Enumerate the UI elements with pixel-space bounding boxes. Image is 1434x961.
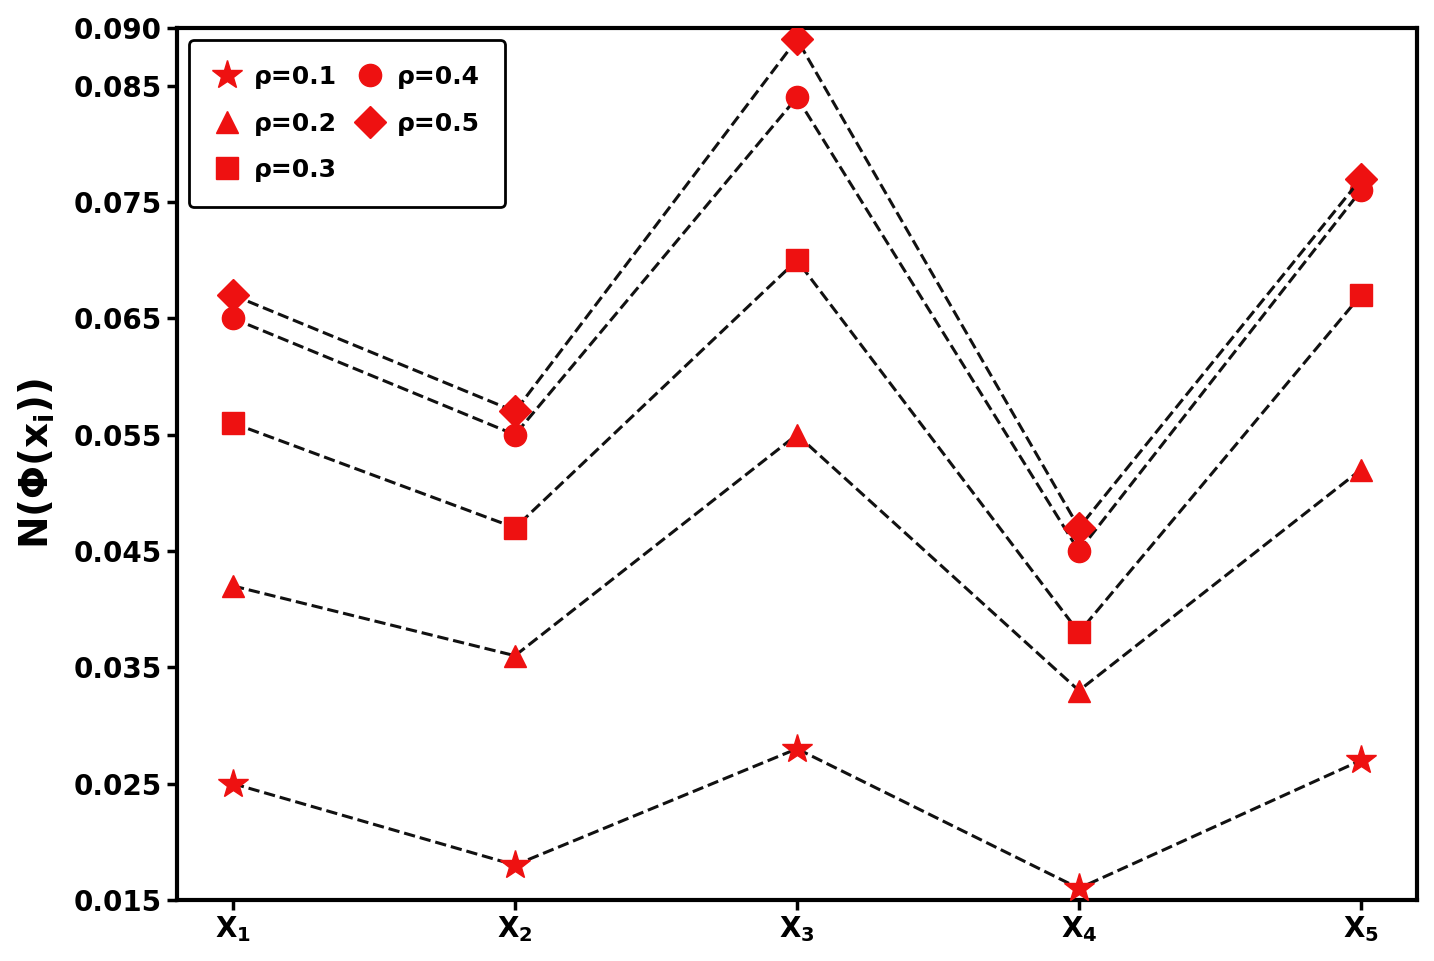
Legend: ρ=0.1, ρ=0.2, ρ=0.3, ρ=0.4, ρ=0.5: ρ=0.1, ρ=0.2, ρ=0.3, ρ=0.4, ρ=0.5 (189, 40, 505, 208)
Y-axis label: $\mathbf{N(\Phi(x_i))}$: $\mathbf{N(\Phi(x_i))}$ (17, 379, 57, 550)
